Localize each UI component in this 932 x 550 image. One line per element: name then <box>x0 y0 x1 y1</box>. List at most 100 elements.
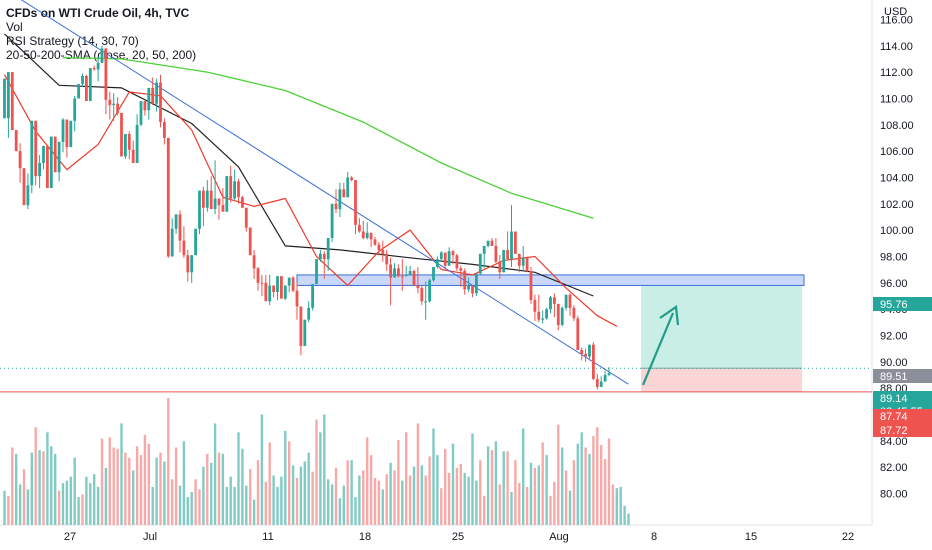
volume-bar <box>167 398 170 525</box>
candle-body <box>143 101 147 111</box>
candle-body <box>88 68 92 101</box>
time-tick-label: 8 <box>651 531 657 543</box>
volume-bar <box>537 465 540 525</box>
candle-body <box>202 190 205 208</box>
volume-bar <box>580 432 583 525</box>
volume-bar <box>510 492 513 525</box>
candle-body <box>404 274 408 277</box>
volume-bar <box>264 481 267 525</box>
volume-bar <box>233 486 236 525</box>
price-tag <box>873 297 932 311</box>
volume-bar <box>186 497 189 525</box>
candle-body <box>428 280 431 302</box>
candle-body <box>475 273 478 294</box>
candle-body <box>416 285 420 289</box>
volume-bar <box>323 414 326 525</box>
candle-body <box>521 257 525 266</box>
candle-body <box>338 189 342 210</box>
volume-bar <box>3 490 6 525</box>
volume-bar <box>444 448 447 525</box>
legend-volume[interactable]: Vol <box>6 20 23 34</box>
price-tick-label: 96.00 <box>880 278 908 290</box>
candle-body <box>486 240 490 246</box>
volume-bar <box>268 442 271 525</box>
volume-bar <box>447 472 451 525</box>
volume-bar <box>252 499 256 525</box>
candle-body <box>213 198 217 209</box>
projection-arrow-head <box>659 305 680 326</box>
time-tick-label: 18 <box>359 531 371 543</box>
volume-bar <box>315 419 318 525</box>
candle-body <box>256 268 260 283</box>
candle-body <box>178 214 182 241</box>
currency-label: USD <box>884 6 907 18</box>
volume-bar <box>178 485 182 525</box>
candle-body <box>584 353 587 357</box>
candle-body <box>127 134 131 150</box>
volume-bar <box>245 485 248 525</box>
candle-body <box>393 268 396 278</box>
candle-body <box>451 251 455 256</box>
candle-body <box>303 319 307 346</box>
legend-rsi-strategy[interactable]: RSI Strategy (14, 30, 70) <box>6 34 139 48</box>
volume-bar <box>533 467 537 525</box>
volume-bar <box>327 479 330 525</box>
candle-body <box>26 185 30 206</box>
candle-body <box>221 205 225 212</box>
stop-zone <box>641 368 802 392</box>
price-tick-label: 110.00 <box>880 93 913 105</box>
candle-body <box>7 72 10 119</box>
volume-bar <box>50 446 53 525</box>
candle-body <box>42 145 45 163</box>
candle-body <box>233 181 236 199</box>
volume-bar <box>288 441 291 525</box>
price-tag-label: 87.72 <box>880 425 908 437</box>
volume-bar <box>81 494 84 525</box>
price-tag-label: 95.76 <box>880 299 908 311</box>
volume-bar <box>389 462 392 525</box>
candle-body <box>459 268 463 271</box>
volume-bar <box>299 466 303 525</box>
volume-bar <box>18 484 22 525</box>
volume-bar <box>124 452 127 525</box>
candle-body <box>96 62 100 70</box>
volume-bar <box>455 467 459 525</box>
volume-bar <box>77 497 80 525</box>
volume-bar <box>553 481 556 525</box>
volume-bar <box>85 476 88 525</box>
volume-bar <box>159 452 162 525</box>
price-tick-label: 116.00 <box>880 14 913 26</box>
symbol-title[interactable]: CFDs on WTI Crude Oil, 4h, TVC <box>6 6 190 20</box>
candle-body <box>354 180 357 225</box>
volume-bar <box>373 478 377 525</box>
volume-bar <box>342 485 345 525</box>
candle-body <box>280 276 283 299</box>
candle-body <box>365 232 369 239</box>
candle-body <box>467 285 470 290</box>
volume-bar <box>147 443 150 525</box>
volume-bar <box>354 497 357 525</box>
volume-bar <box>34 427 37 525</box>
price-tag-label: 89.51 <box>880 371 908 383</box>
candle-body <box>420 288 424 302</box>
volume-bar <box>381 489 384 525</box>
candle-body <box>205 190 209 208</box>
volume-bar <box>256 460 260 525</box>
candle-body <box>603 375 607 382</box>
volume-bar <box>291 465 295 525</box>
volume-bar <box>229 476 232 525</box>
volume-bar <box>151 486 154 525</box>
volume-bar <box>557 424 560 525</box>
volume-bar <box>217 452 221 525</box>
volume-bar <box>93 474 96 525</box>
volume-bar <box>592 436 595 525</box>
candle-body <box>272 285 275 293</box>
volume-bar <box>475 480 478 525</box>
sma-20-line <box>3 74 618 327</box>
time-tick-label: 11 <box>262 531 273 543</box>
volume-bar <box>319 432 322 525</box>
volume-bar <box>416 423 420 525</box>
volume-bar <box>213 423 217 525</box>
candle-body <box>424 301 428 303</box>
